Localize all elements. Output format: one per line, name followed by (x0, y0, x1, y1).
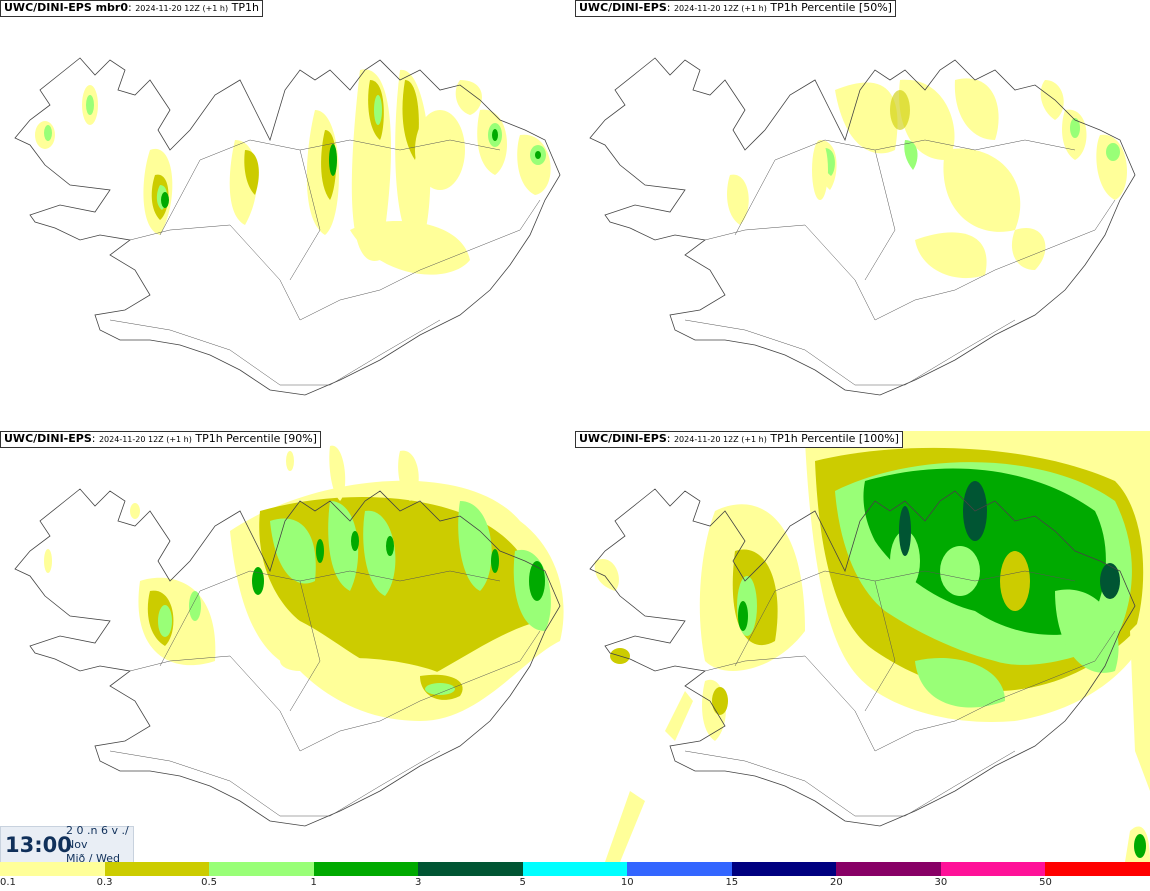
precip-fields (44, 445, 564, 721)
roads (109, 570, 541, 817)
panel-date: 2024-11-20 12Z (+1 h) (98, 435, 192, 444)
panel-title: UWC/DINI-EPS: 2024-11-20 12Z (+1 h) TP1h… (575, 431, 903, 448)
coastline (14, 57, 561, 396)
colorbar-ticks: 0.1 0.3 0.5 1 3 5 10 15 20 30 50 (0, 876, 1150, 891)
precip-fields (727, 78, 1127, 279)
panel-date: 2024-11-20 12Z (+1 h) (135, 4, 229, 13)
iceland-map (589, 431, 1150, 862)
colorbar-segment (522, 862, 628, 876)
coastline (14, 488, 561, 827)
panel-param: TP1h Percentile [90%] (195, 432, 317, 445)
colorbar-segment (209, 862, 314, 876)
panel-date: 2024-11-20 12Z (+1 h) (673, 4, 767, 13)
colorbar-segment (627, 862, 732, 876)
panel-title: UWC/DINI-EPS mbr0: 2024-11-20 12Z (+1 h)… (0, 0, 263, 17)
iceland-map (589, 57, 1136, 396)
colorbar-tick-label: 0.1 (0, 877, 16, 888)
colorbar-tick-label: 10 (620, 877, 634, 888)
precip-colorbar (0, 862, 1150, 876)
colorbar-tick-label: 0.5 (201, 877, 218, 888)
title-separator: : (666, 432, 674, 445)
panel-model: UWC/DINI-EPS mbr0 (4, 1, 128, 14)
valid-date-line3: Mið / Wed (66, 853, 120, 863)
colorbar-segment (418, 862, 523, 876)
colorbar-tick-label: 15 (725, 877, 739, 888)
roads (684, 139, 1116, 386)
colorbar-segment (104, 862, 210, 876)
panel-param: TP1h Percentile [50%] (770, 1, 892, 14)
valid-time: 13:00 (5, 833, 72, 857)
colorbar-tick-label: 50 (1039, 877, 1052, 888)
colorbar-tick-label: 0.3 (96, 877, 113, 888)
iceland-map (14, 445, 564, 827)
map-panel-p100: UWC/DINI-EPS: 2024-11-20 12Z (+1 h) TP1h… (575, 431, 1150, 862)
map-panel-p90: UWC/DINI-EPS: 2024-11-20 12Z (+1 h) TP1h… (0, 431, 575, 862)
roads (109, 139, 541, 386)
precip-fields (35, 69, 551, 275)
colorbar-segment (731, 862, 837, 876)
map-panel-member0: UWC/DINI-EPS mbr0: 2024-11-20 12Z (+1 h)… (0, 0, 575, 431)
panel-model: UWC/DINI-EPS (579, 1, 667, 14)
colorbar-tick-label: 3 (414, 877, 422, 888)
title-separator: : (91, 432, 99, 445)
colorbar-tick-label: 1 (310, 877, 317, 888)
colorbar-segment (940, 862, 1046, 876)
title-separator: : (128, 1, 136, 14)
colorbar-tick-label: 20 (829, 877, 843, 888)
panel-model: UWC/DINI-EPS (579, 432, 667, 445)
panel-model: UWC/DINI-EPS (4, 432, 92, 445)
valid-date-line1: 2 0 .n 6 v ./ (66, 824, 129, 837)
panel-title: UWC/DINI-EPS: 2024-11-20 12Z (+1 h) TP1h… (575, 0, 896, 17)
precip-fields (594, 431, 1150, 862)
colorbar-segment (1045, 862, 1150, 876)
panel-title: UWC/DINI-EPS: 2024-11-20 12Z (+1 h) TP1h… (0, 431, 321, 448)
panel-param: TP1h Percentile [100%] (770, 432, 899, 445)
map-panel-p50: UWC/DINI-EPS: 2024-11-20 12Z (+1 h) TP1h… (575, 0, 1150, 431)
valid-date-line2: Nov (66, 838, 88, 851)
colorbar-segment (0, 862, 105, 876)
panel-date: 2024-11-20 12Z (+1 h) (673, 435, 767, 444)
colorbar-segment (313, 862, 419, 876)
colorbar-tick-label: 5 (519, 877, 526, 888)
iceland-map (14, 57, 561, 396)
coastline (589, 57, 1136, 396)
panel-param: TP1h (231, 1, 259, 14)
coastline (589, 488, 1136, 827)
colorbar-tick-label: 30 (934, 877, 948, 888)
roads (684, 570, 1116, 817)
colorbar-segment (836, 862, 941, 876)
title-separator: : (666, 1, 674, 14)
valid-time-box: 13:00 2 0 .n 6 v ./ Nov Mið / Wed (0, 824, 134, 864)
